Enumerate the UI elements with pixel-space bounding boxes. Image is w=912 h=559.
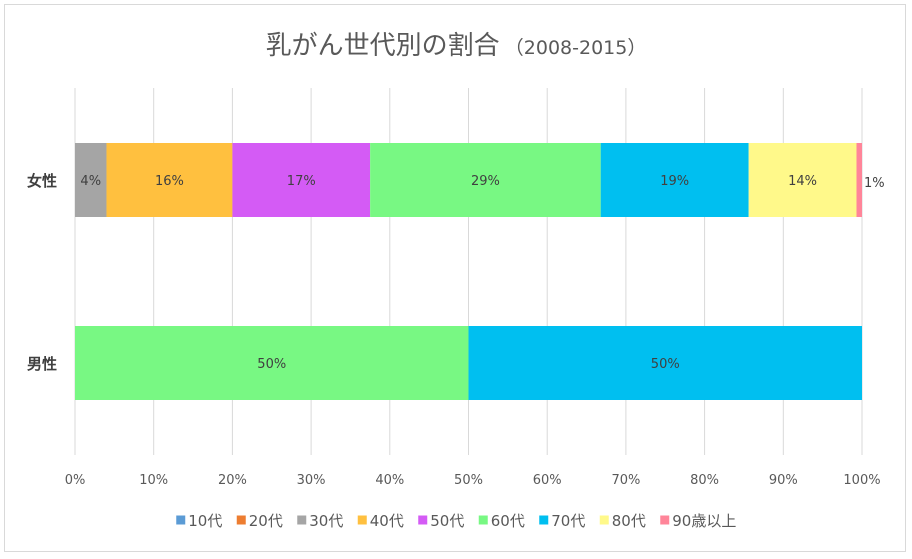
x-tick-label: 60% — [533, 473, 562, 488]
x-tick-label: 40% — [375, 473, 404, 488]
category-label: 女性 — [27, 172, 57, 190]
legend-label: 10代 — [188, 512, 222, 530]
legend-label: 80代 — [612, 512, 646, 530]
bar-segment — [370, 143, 601, 217]
legend-swatch — [297, 515, 307, 525]
bar-segment — [106, 143, 233, 217]
legend: 10代 20代 30代 40代 50代 60代 70代 80代 90歳以上 — [176, 512, 736, 530]
legend-swatch — [357, 515, 367, 525]
x-tick-label: 0% — [65, 473, 86, 488]
chart-title-sub: （2008-2015） — [505, 37, 647, 59]
legend-swatch — [176, 515, 186, 525]
bar-segment — [748, 143, 857, 217]
data-label: 4% — [80, 174, 101, 189]
data-label: 14% — [788, 174, 817, 189]
legend-swatch — [599, 515, 609, 525]
x-tick-label: 30% — [297, 473, 326, 488]
data-label: 29% — [471, 174, 500, 189]
x-tick-label: 100% — [843, 473, 880, 488]
data-label: 19% — [660, 174, 689, 189]
legend-swatch — [478, 515, 488, 525]
data-label: 16% — [155, 174, 184, 189]
x-tick-label: 50% — [454, 473, 483, 488]
x-axis-ticks: 0% 10% 20% 30% 40% 50% 60% 70% 80% 90% 100% — [65, 473, 881, 488]
legend-swatch — [660, 515, 670, 525]
bars — [75, 143, 862, 400]
x-tick-label: 90% — [769, 473, 798, 488]
legend-label: 40代 — [370, 512, 404, 530]
legend-label: 70代 — [551, 512, 585, 530]
data-label: 17% — [287, 174, 316, 189]
data-labels: 4% 16% 17% 29% 19% 14% 1% 50% 50% — [80, 174, 884, 372]
bar-segment — [232, 143, 371, 217]
data-label: 50% — [257, 357, 286, 372]
legend-label: 50代 — [430, 512, 464, 530]
x-tick-label: 70% — [611, 473, 640, 488]
legend-label: 90歳以上 — [672, 512, 736, 530]
data-label: 50% — [651, 357, 680, 372]
legend-label: 20代 — [249, 512, 283, 530]
bar-segment — [468, 326, 862, 400]
data-label: 1% — [864, 176, 885, 191]
chart-frame — [4, 4, 906, 552]
chart-title-main: 乳がん世代別の割合 — [266, 31, 500, 61]
x-tick-label: 20% — [218, 473, 247, 488]
category-label: 男性 — [27, 355, 57, 373]
legend-swatch — [418, 515, 428, 525]
legend-label: 30代 — [309, 512, 343, 530]
legend-swatch — [539, 515, 549, 525]
legend-label: 60代 — [491, 512, 525, 530]
bar-segment — [75, 326, 469, 400]
bar-segment — [600, 143, 749, 217]
x-tick-label: 80% — [690, 473, 719, 488]
legend-swatch — [236, 515, 246, 525]
bar-segment — [75, 143, 107, 217]
chart-title: 乳がん世代別の割合 （2008-2015） — [266, 31, 647, 61]
x-tick-label: 10% — [139, 473, 168, 488]
bar-segment — [856, 143, 862, 217]
